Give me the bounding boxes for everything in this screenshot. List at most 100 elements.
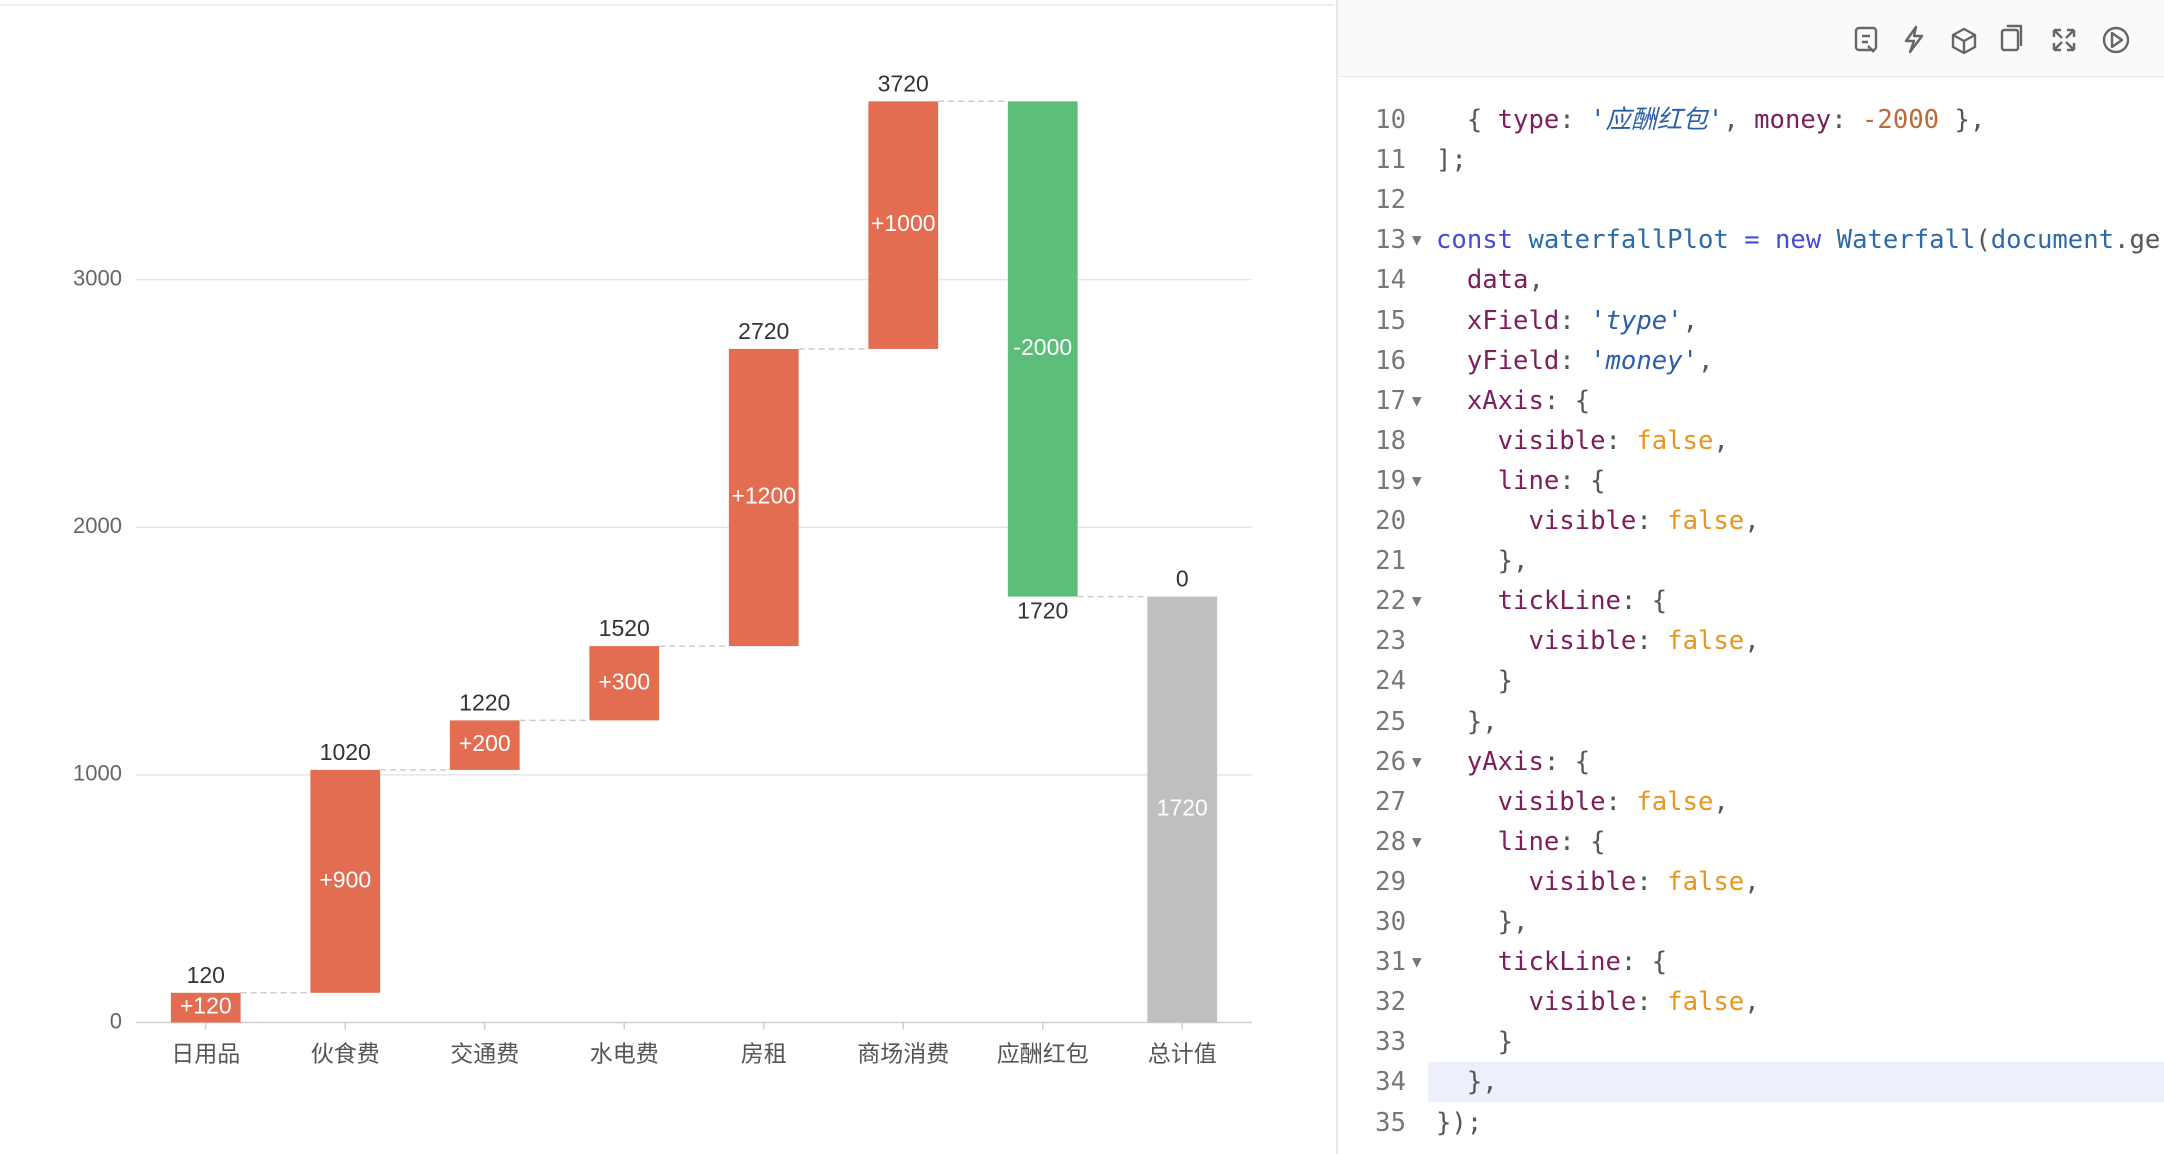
line-number: 12: [1375, 185, 1406, 216]
line-number: 28: [1375, 826, 1406, 857]
code-token: :: [1636, 506, 1668, 536]
x-tick-label: 交通费: [450, 1041, 519, 1067]
line-number: 24: [1375, 666, 1406, 697]
box-icon[interactable]: [1951, 27, 1977, 55]
cumulative-label: 1720: [1017, 598, 1068, 624]
code-token: false: [1667, 987, 1745, 1018]
line-number: 11: [1375, 145, 1406, 176]
fold-arrow[interactable]: ▼: [1412, 470, 1422, 490]
code-token: waterfallPlot: [1528, 225, 1745, 256]
x-tick-label: 房租: [741, 1041, 787, 1067]
code-token: visible: [1436, 626, 1637, 657]
code-token: ,: [1723, 105, 1755, 135]
code-token: visible: [1436, 987, 1637, 1018]
code-line: 15 xField: 'type',: [1338, 301, 2164, 341]
bar: [589, 646, 660, 721]
code-token: false: [1636, 786, 1714, 817]
bar-value-label: +1000: [871, 210, 936, 236]
code-token: =: [1744, 225, 1776, 256]
play-icon[interactable]: [2102, 26, 2130, 54]
code-token: : {: [1559, 826, 1606, 857]
code-text: visible: false,: [1436, 982, 1759, 1022]
code-token: :: [1559, 105, 1591, 135]
code-token: data: [1436, 265, 1529, 296]
code-line: 21 },: [1338, 541, 2164, 581]
code-token: false: [1636, 425, 1714, 456]
code-token: }: [1436, 666, 1514, 697]
code-line: 23 visible: false,: [1338, 621, 2164, 661]
line-number: 33: [1375, 1027, 1406, 1058]
code-line: 16 yField: 'money',: [1338, 341, 2164, 381]
code-line: 13 ▼ const waterfallPlot = new Waterfall(d…: [1338, 220, 2164, 260]
line-number: 27: [1375, 786, 1406, 817]
bar: [170, 992, 241, 1023]
line-number: 14: [1375, 265, 1406, 296]
run-fast-icon[interactable]: [1904, 25, 1924, 54]
code-token: ];: [1436, 145, 1467, 176]
code-text: data,: [1436, 260, 1544, 300]
code-token: line: [1436, 465, 1560, 496]
code-token: tickLine: [1436, 586, 1621, 617]
y-tick-label: 1000: [73, 761, 122, 786]
code-token: :: [1605, 425, 1637, 456]
bar: [449, 720, 520, 770]
code-token: ,: [1697, 345, 1714, 376]
fullscreen-icon[interactable]: [2052, 28, 2076, 52]
code-line: 18 visible: false,: [1338, 421, 2164, 461]
reset-icon[interactable]: [1854, 26, 1878, 53]
code-token: document: [1990, 225, 2115, 256]
code-text: visible: false,: [1436, 862, 1759, 902]
bar-value-label: +120: [180, 993, 232, 1019]
code-text: tickLine: {: [1436, 942, 1668, 982]
code-token: (: [1975, 225, 1991, 256]
code-token: : {: [1543, 746, 1591, 777]
fold-arrow[interactable]: ▼: [1412, 952, 1422, 972]
code-token: :: [1831, 105, 1863, 135]
code-line: 24 }: [1338, 661, 2164, 701]
code-line: 20 visible: false,: [1338, 501, 2164, 541]
line-number: 30: [1375, 907, 1406, 937]
code-token: }: [1436, 1027, 1514, 1058]
x-tick-label: 伙食费: [311, 1041, 380, 1067]
code-text: yField: 'money',: [1436, 341, 1714, 381]
line-number: 22: [1375, 586, 1406, 617]
line-number: 21: [1375, 546, 1406, 577]
code-text: const waterfallPlot = new Waterfall(docu…: [1436, 220, 2160, 260]
code-text: visible: false,: [1436, 421, 1729, 461]
fold-arrow[interactable]: ▼: [1412, 591, 1422, 611]
fold-arrow[interactable]: ▼: [1412, 831, 1422, 851]
code-token: });: [1436, 1107, 1483, 1138]
code-token: visible: [1436, 506, 1637, 536]
copy-icon[interactable]: [2000, 24, 2023, 52]
code-line: 12: [1338, 180, 2164, 220]
code-text: },: [1436, 1062, 1498, 1102]
code-token: {: [1436, 105, 1498, 135]
code-panel: 10 { type: '应酬红包', money: -2000 }, 11]; 12…: [1336, 0, 2164, 1154]
code-line: 26 ▼ yAxis: {: [1338, 742, 2164, 782]
x-tick-label: 商场消费: [857, 1041, 949, 1067]
code-token: type: [1497, 105, 1560, 135]
bar: [868, 101, 939, 349]
code-token: :: [1559, 345, 1591, 376]
cumulative-label: 1520: [599, 615, 650, 641]
bar-value-label: -2000: [1013, 334, 1072, 360]
code-token: tickLine: [1436, 947, 1621, 978]
line-number: 13: [1375, 225, 1406, 256]
code-line: 19 ▼ line: {: [1338, 461, 2164, 501]
line-number: 26: [1375, 746, 1406, 777]
code-token: .ge: [2114, 225, 2161, 256]
line-number: 16: [1375, 345, 1406, 376]
fold-arrow[interactable]: ▼: [1412, 390, 1422, 410]
code-token: ,: [1528, 265, 1544, 296]
cumulative-label: 1020: [320, 739, 371, 765]
code-text: visible: false,: [1436, 501, 1759, 541]
fold-arrow[interactable]: ▼: [1412, 751, 1422, 771]
y-tick-label: 3000: [73, 265, 122, 290]
code-token: -2000: [1862, 105, 1940, 135]
toolbar-icons: [1854, 24, 2130, 55]
code-token: line: [1436, 826, 1560, 857]
code-line: 35});: [1338, 1103, 2164, 1143]
code-token: ,: [1713, 425, 1729, 456]
fold-arrow[interactable]: ▼: [1412, 230, 1422, 250]
